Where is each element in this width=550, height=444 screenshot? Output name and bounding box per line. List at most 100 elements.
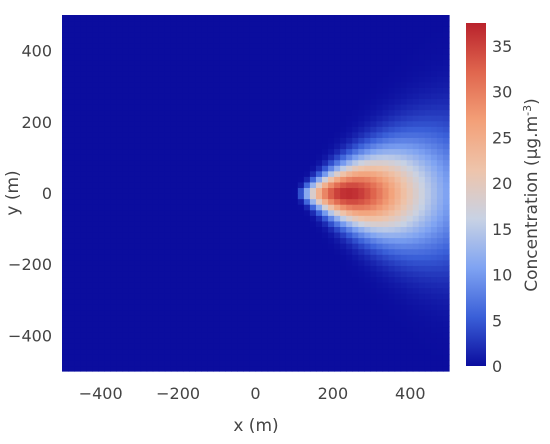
heatmap-cell xyxy=(315,87,323,94)
heatmap-cell xyxy=(213,226,220,233)
heatmap-cell xyxy=(442,365,450,372)
heatmap-cell xyxy=(376,20,384,27)
heatmap-cell xyxy=(98,48,105,55)
heatmap-cell xyxy=(86,176,93,183)
heatmap-cell xyxy=(358,98,365,105)
heatmap-cell xyxy=(182,320,190,328)
heatmap-cell xyxy=(110,215,118,222)
heatmap-cell xyxy=(303,215,311,222)
heatmap-cell xyxy=(358,320,365,328)
heatmap-cell xyxy=(303,254,311,261)
heatmap-cell xyxy=(412,320,420,328)
heatmap-cell xyxy=(188,365,196,372)
heatmap-cell xyxy=(297,293,305,300)
heatmap-cell xyxy=(225,209,232,216)
heatmap-cell xyxy=(62,298,69,305)
heatmap-cell xyxy=(201,348,208,355)
heatmap-cell xyxy=(86,115,93,122)
heatmap-cell xyxy=(406,354,414,361)
heatmap-cell xyxy=(285,343,293,350)
heatmap-cell xyxy=(164,159,172,166)
heatmap-cell xyxy=(128,70,136,77)
heatmap-cell xyxy=(424,120,432,127)
heatmap-cell xyxy=(261,254,269,261)
heatmap-cell xyxy=(315,226,323,233)
heatmap-cell xyxy=(297,142,305,150)
heatmap-cell xyxy=(328,270,335,278)
heatmap-cell xyxy=(110,59,118,66)
heatmap-cell xyxy=(303,165,311,172)
heatmap-cell xyxy=(170,131,178,138)
heatmap-cell xyxy=(80,15,87,22)
heatmap-cell xyxy=(110,293,118,300)
heatmap-cell xyxy=(364,142,371,150)
heatmap-cell xyxy=(352,15,359,22)
heatmap-cell xyxy=(134,70,142,77)
heatmap-cell xyxy=(158,70,166,77)
heatmap-cell xyxy=(122,42,130,49)
heatmap-cell xyxy=(188,159,196,166)
heatmap-cell xyxy=(376,209,384,216)
heatmap-cell xyxy=(188,209,196,216)
heatmap-cell xyxy=(176,53,184,61)
heatmap-cell xyxy=(104,165,111,172)
heatmap-cell xyxy=(261,137,269,144)
heatmap-cell xyxy=(315,215,323,222)
heatmap-cell xyxy=(328,76,335,83)
heatmap-cell xyxy=(92,48,99,55)
heatmap-cell xyxy=(418,298,426,305)
heatmap-cell xyxy=(213,315,220,322)
heatmap-cell xyxy=(412,309,420,316)
heatmap-cell xyxy=(188,343,196,350)
heatmap-cell xyxy=(122,187,130,194)
heatmap-cell xyxy=(68,42,75,49)
heatmap-cell xyxy=(225,53,232,61)
heatmap-cell xyxy=(134,326,142,333)
heatmap-cell xyxy=(418,365,426,372)
heatmap-cell xyxy=(382,309,390,316)
heatmap-cell xyxy=(92,131,99,138)
heatmap-cell xyxy=(418,209,426,216)
heatmap-cell xyxy=(424,193,432,200)
heatmap-cell xyxy=(207,282,214,289)
heatmap-cell xyxy=(134,15,142,22)
heatmap-cell xyxy=(104,148,111,155)
heatmap-cell xyxy=(388,220,396,227)
heatmap-cell xyxy=(334,215,341,222)
heatmap-cell xyxy=(346,359,353,367)
heatmap-cell xyxy=(382,159,390,166)
heatmap-cell xyxy=(261,243,269,250)
heatmap-cell xyxy=(297,42,305,49)
heatmap-cell xyxy=(92,259,99,266)
heatmap-cell xyxy=(328,276,335,283)
heatmap-cell xyxy=(261,226,269,233)
heatmap-cell xyxy=(267,209,275,216)
heatmap-cell xyxy=(442,276,450,283)
heatmap-cell xyxy=(62,148,69,155)
heatmap-cell xyxy=(352,326,359,333)
heatmap-cell xyxy=(424,126,432,133)
heatmap-cell xyxy=(140,98,148,105)
heatmap-cell xyxy=(116,26,124,33)
heatmap-cell xyxy=(334,220,341,227)
heatmap-cell xyxy=(334,126,341,133)
heatmap-cell xyxy=(122,265,130,272)
heatmap-cell xyxy=(412,215,420,222)
heatmap-cell xyxy=(207,181,214,189)
heatmap-cell xyxy=(188,248,196,255)
heatmap-cell xyxy=(418,131,426,138)
heatmap-cell xyxy=(116,209,124,216)
heatmap-cell xyxy=(231,42,238,49)
heatmap-cell xyxy=(261,198,269,205)
heatmap-cell xyxy=(370,170,378,177)
heatmap-cell xyxy=(388,354,396,361)
heatmap-cell xyxy=(92,98,99,105)
heatmap-cell xyxy=(328,81,335,88)
heatmap-cell xyxy=(388,154,396,161)
heatmap-cell xyxy=(231,209,238,216)
heatmap-cell xyxy=(158,87,166,94)
heatmap-cell xyxy=(62,142,69,150)
heatmap-cell xyxy=(231,198,238,205)
heatmap-cell xyxy=(273,187,281,194)
heatmap-cell xyxy=(376,98,384,105)
